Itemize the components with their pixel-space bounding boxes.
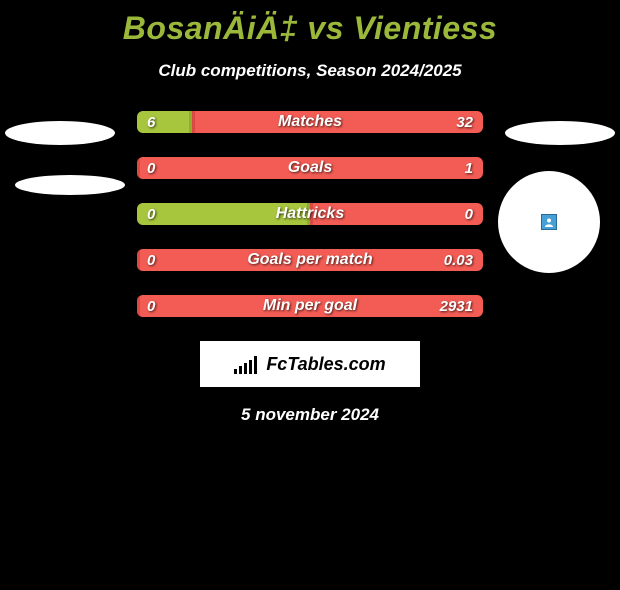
stat-value-right: 2931 [440,295,473,317]
stat-bars-container: Matches632Goals01Hattricks00Goals per ma… [137,111,483,317]
stat-label: Matches [137,111,483,133]
stat-row: Hattricks0 0 [137,203,483,225]
stat-label: Goals [137,157,483,179]
stat-row: Min per goal0 2931 [137,295,483,317]
brand-box: FcTables.com [200,341,420,387]
stat-row: Matches6 32 [137,111,483,133]
stat-value-right: 0 [465,203,473,225]
stat-row: Goals0 1 [137,157,483,179]
stat-value-left: 6 [147,111,155,133]
stat-label: Hattricks [137,203,483,225]
comparison-chart: Matches632Goals01Hattricks00Goals per ma… [0,111,620,425]
avatar-photo-right [498,171,600,273]
stat-value-left: 0 [147,203,155,225]
stat-value-right: 32 [456,111,473,133]
stat-label: Goals per match [137,249,483,271]
stat-row: Goals per match0 0.03 [137,249,483,271]
stat-label: Min per goal [137,295,483,317]
date-text: 5 november 2024 [0,405,620,425]
avatar-placeholder-left-2 [15,175,125,195]
subtitle: Club competitions, Season 2024/2025 [0,61,620,81]
avatar-placeholder-right-1 [505,121,615,145]
brand-chart-icon [234,354,260,374]
stat-value-left: 0 [147,295,155,317]
stat-value-left: 0 [147,157,155,179]
brand-text: FcTables.com [266,354,385,375]
photo-icon [541,214,557,230]
stat-value-right: 1 [465,157,473,179]
stat-value-left: 0 [147,249,155,271]
avatar-placeholder-left-1 [5,121,115,145]
stat-value-right: 0.03 [444,249,473,271]
page-title: BosanÄiÄ‡ vs Vientiess [0,10,620,47]
